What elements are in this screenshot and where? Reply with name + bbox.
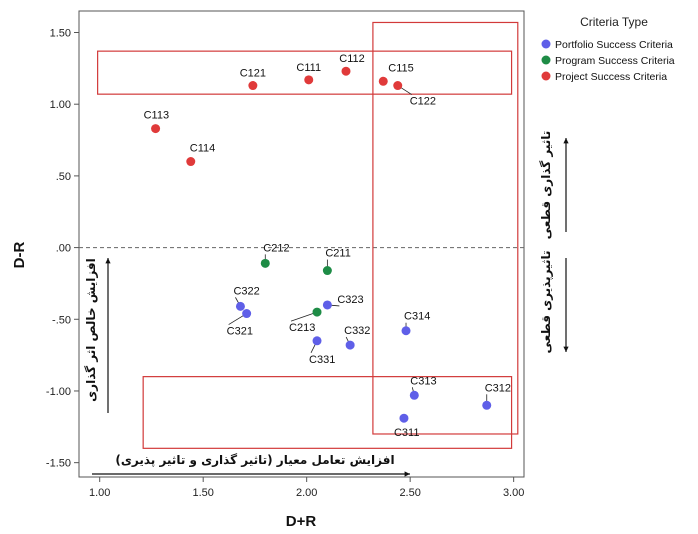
label-c114: C114 xyxy=(190,143,215,155)
y-axis-title: D-R xyxy=(11,242,28,269)
point-c212 xyxy=(260,258,270,268)
legend-label: Portfolio Success Criteria xyxy=(555,39,673,51)
legend: Criteria Type Portfolio Success Criteria… xyxy=(541,15,675,83)
point-c121 xyxy=(248,81,258,91)
box-right-region xyxy=(372,21,519,435)
annotation-right-top: تاثیر گذاری قطعی xyxy=(539,131,553,240)
legend-entries: Portfolio Success Criteria Program Succes… xyxy=(541,39,675,83)
arrow-right-down-head xyxy=(563,346,569,352)
point-c312 xyxy=(482,400,492,410)
x-tick-label: 2.00 xyxy=(296,487,317,499)
label-c121: C121 xyxy=(240,68,266,80)
point-c323 xyxy=(322,300,332,310)
x-tick-label: 3.00 xyxy=(503,487,524,499)
point-c314 xyxy=(401,326,411,336)
point-c115 xyxy=(378,76,388,86)
plot-frame xyxy=(78,10,525,478)
y-tick-label: .00 xyxy=(56,243,71,255)
point-labels: C311 C312 C313 C314 C321 C322 C323 C331 C332 C211… xyxy=(144,53,511,439)
annotation-bottom-horizontal: افزایش تعامل معیار (تاثیر گذاری و تاثیر … xyxy=(115,453,394,468)
x-axis-ticks: 1.00 1.50 2.00 2.50 3.00 xyxy=(89,477,524,499)
label-c122: C122 xyxy=(410,96,436,108)
leader-c213 xyxy=(290,311,318,322)
point-c331 xyxy=(312,336,322,346)
arrow-right-down xyxy=(563,258,569,352)
x-tick-label: 1.00 xyxy=(89,487,110,499)
arrow-bottom-right xyxy=(92,471,410,477)
point-c114 xyxy=(186,157,196,167)
y-tick-label: -.50 xyxy=(52,314,71,326)
arrow-bottom-right-head xyxy=(404,471,410,477)
legend-label: Project Success Criteria xyxy=(555,71,667,83)
legend-title: Criteria Type xyxy=(580,15,648,29)
highlight-boxes xyxy=(97,21,519,449)
annotation-right-bottom: تاثیرپذیری قطعی xyxy=(539,251,553,354)
box-bottom-region xyxy=(142,376,513,449)
annotation-left-vertical: افزایش خالص اثر گذاری xyxy=(84,258,98,402)
annotation-arrows xyxy=(92,138,569,477)
label-c111: C111 xyxy=(296,62,321,74)
x-axis-title: D+R xyxy=(286,513,317,530)
arrow-left-up xyxy=(105,258,111,413)
point-c313 xyxy=(409,390,419,400)
legend-marker xyxy=(541,55,551,65)
legend-marker xyxy=(541,39,551,49)
point-c213 xyxy=(312,307,322,317)
label-c312: C312 xyxy=(485,382,511,394)
arrow-right-up-head xyxy=(563,138,569,144)
data-points xyxy=(151,66,492,423)
y-tick-label: 1.00 xyxy=(50,99,71,111)
point-c321 xyxy=(242,309,252,319)
label-c314: C314 xyxy=(404,311,430,323)
label-c112: C112 xyxy=(339,53,364,65)
legend-marker xyxy=(541,71,551,81)
point-c111 xyxy=(304,75,314,85)
label-c212: C212 xyxy=(263,242,289,254)
point-c122 xyxy=(393,81,403,91)
label-c313: C313 xyxy=(410,375,436,387)
y-axis-ticks: 1.50 1.00 .50 .00 -.50 -1.00 -1.50 xyxy=(46,28,79,470)
box-project-cluster xyxy=(97,50,513,95)
arrow-right-up xyxy=(563,138,569,232)
y-tick-label: .50 xyxy=(56,171,71,183)
point-c311 xyxy=(399,413,409,423)
label-c213: C213 xyxy=(289,322,315,334)
legend-label: Program Success Criteria xyxy=(555,55,675,67)
label-c211: C211 xyxy=(325,248,350,260)
label-c113: C113 xyxy=(144,110,169,122)
label-c115: C115 xyxy=(388,62,413,74)
y-tick-label: -1.00 xyxy=(46,386,71,398)
point-c322 xyxy=(235,301,245,311)
x-tick-label: 2.50 xyxy=(399,487,420,499)
point-c211 xyxy=(322,266,332,276)
y-tick-label: -1.50 xyxy=(46,458,71,470)
point-c113 xyxy=(151,124,161,134)
label-c331: C331 xyxy=(309,354,335,366)
point-c332 xyxy=(345,340,355,350)
label-c311: C311 xyxy=(394,427,419,439)
label-c322: C322 xyxy=(233,285,259,297)
x-tick-label: 1.50 xyxy=(192,487,213,499)
point-c112 xyxy=(341,66,351,76)
label-c332: C332 xyxy=(344,325,370,337)
label-c321: C321 xyxy=(227,326,253,338)
arrow-left-up-head xyxy=(105,258,111,264)
label-c323: C323 xyxy=(337,294,363,306)
y-tick-label: 1.50 xyxy=(50,28,71,40)
